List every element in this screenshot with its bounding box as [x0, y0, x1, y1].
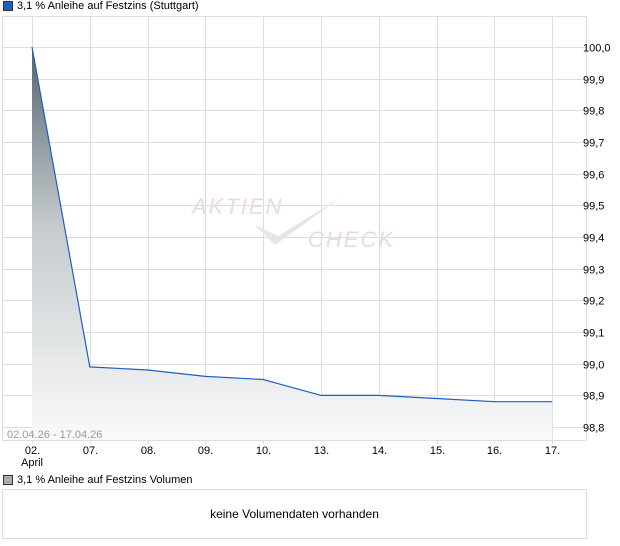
date-range-label: 02.04.26 - 17.04.26: [7, 429, 102, 441]
y-tick-label: 99,3: [583, 265, 604, 277]
y-tick-label: 99,8: [583, 106, 604, 118]
x-tick-label: 13.: [314, 445, 329, 457]
x-tick-label: 02.: [25, 445, 40, 457]
y-tick-label: 99,4: [583, 233, 604, 245]
price-legend-label: 3,1 % Anleihe auf Festzins (Stuttgart): [17, 0, 199, 12]
y-tick-label: 99,7: [583, 138, 604, 150]
watermark-text: CHECK: [308, 227, 395, 252]
price-legend: 3,1 % Anleihe auf Festzins (Stuttgart): [3, 0, 199, 12]
watermark-text: AKTIEN: [190, 194, 283, 219]
volume-legend-label: 3,1 % Anleihe auf Festzins Volumen: [17, 474, 193, 486]
x-tick-label: 09.: [198, 445, 213, 457]
x-tick-label: 15.: [430, 445, 445, 457]
x-month-label: April: [21, 457, 43, 469]
y-tick-label: 100,0: [583, 43, 611, 55]
volume-legend: 3,1 % Anleihe auf Festzins Volumen: [3, 474, 193, 486]
y-tick-label: 99,2: [583, 296, 604, 308]
y-tick-label: 99,9: [583, 75, 604, 87]
no-volume-message: keine Volumendaten vorhanden: [210, 507, 379, 521]
y-tick-label: 98,9: [583, 391, 604, 403]
y-tick-label: 99,0: [583, 360, 604, 372]
x-tick-label: 17.: [545, 445, 560, 457]
price-chart: 100,0 99,9 99,8 99,7 99,6 99,5 99,4 99,3 99,2 99,…: [2, 16, 611, 469]
price-area: [32, 47, 553, 440]
y-tick-label: 99,6: [583, 170, 604, 182]
y-tick-label: 98,8: [583, 423, 604, 435]
x-tick-label: 07.: [83, 445, 98, 457]
x-tick-label: 10.: [256, 445, 271, 457]
volume-legend-swatch: [3, 475, 13, 485]
volume-panel: keine Volumendaten vorhanden: [2, 489, 587, 539]
x-tick-label: 14.: [372, 445, 387, 457]
y-tick-label: 99,5: [583, 201, 604, 213]
price-legend-swatch: [3, 1, 13, 11]
x-tick-label: 16.: [487, 445, 502, 457]
y-tick-label: 99,1: [583, 328, 604, 340]
x-tick-label: 08.: [141, 445, 156, 457]
price-line: [31, 46, 553, 403]
